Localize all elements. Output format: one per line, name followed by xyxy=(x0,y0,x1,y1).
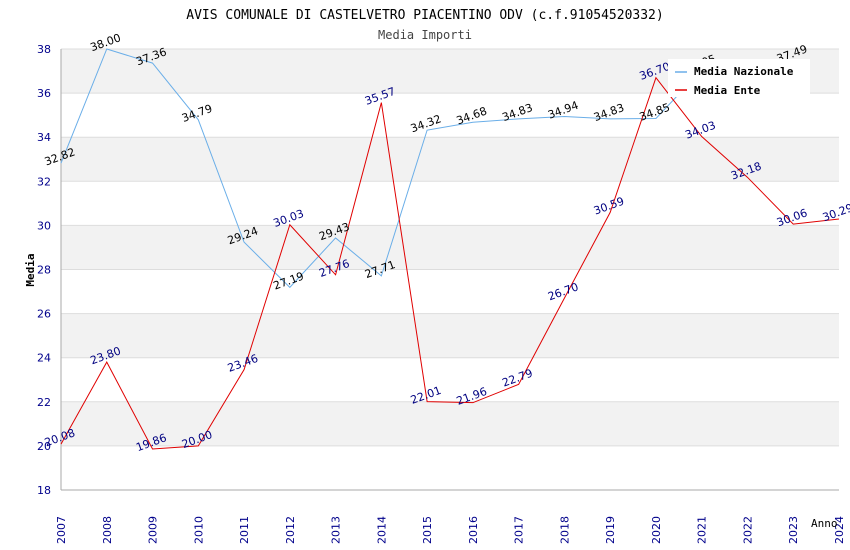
x-tick-label: 2020 xyxy=(650,516,663,544)
x-tick-label: 2018 xyxy=(558,516,571,544)
legend: Media Nazionale Media Ente xyxy=(668,59,810,97)
plot-band xyxy=(61,313,839,358)
data-label: 34.32 xyxy=(409,112,443,135)
y-tick-label: 38 xyxy=(37,43,51,56)
series-line-media-nazionale xyxy=(60,48,794,289)
y-tick-label: 20 xyxy=(37,440,51,453)
chart-subtitle: Media Importi xyxy=(378,28,472,42)
x-tick-label: 2021 xyxy=(696,516,709,544)
y-tick-labels: 18 20 22 24 26 28 30 32 34 36 38 xyxy=(37,43,51,497)
data-label: 34.79 xyxy=(180,102,214,125)
plot-band xyxy=(61,401,839,446)
y-tick-label: 24 xyxy=(37,352,51,365)
x-tick-label: 2010 xyxy=(192,516,205,544)
plot-background-bands xyxy=(61,49,839,446)
data-label: 34.83 xyxy=(500,101,534,124)
data-label: 30.29 xyxy=(821,201,850,224)
y-tick-label: 36 xyxy=(37,87,51,100)
data-label: 34.68 xyxy=(455,104,489,127)
data-label: 34.83 xyxy=(592,101,626,124)
data-label: 27.19 xyxy=(272,270,306,293)
data-label: 22.79 xyxy=(500,367,534,390)
y-tick-label: 34 xyxy=(37,131,51,144)
series-lines xyxy=(60,48,840,450)
x-tick-label: 2022 xyxy=(741,516,754,544)
x-tick-label: 2012 xyxy=(284,516,297,544)
y-tick-label: 26 xyxy=(37,308,51,321)
data-label: 34.94 xyxy=(546,99,580,122)
legend-box xyxy=(668,59,810,97)
x-tick-label: 2011 xyxy=(238,516,251,544)
x-tick-label: 2015 xyxy=(421,516,434,544)
y-tick-label: 32 xyxy=(37,175,51,188)
plot-band xyxy=(61,137,839,182)
x-tick-label: 2024 xyxy=(833,516,846,544)
axes xyxy=(60,49,839,491)
y-axis-label: Media xyxy=(24,253,37,286)
plot-band xyxy=(61,225,839,270)
data-label: 34.85 xyxy=(638,101,672,124)
legend-label-nazionale: Media Nazionale xyxy=(694,65,794,78)
legend-label-ente: Media Ente xyxy=(694,84,761,97)
x-tick-label: 2019 xyxy=(604,516,617,544)
x-tick-label: 2016 xyxy=(467,516,480,544)
y-tick-label: 22 xyxy=(37,396,51,409)
x-tick-label: 2023 xyxy=(787,516,800,544)
y-tick-label: 28 xyxy=(37,264,51,277)
y-tick-label: 18 xyxy=(37,484,51,497)
x-tick-labels: 2007 2008 2009 2010 2011 2012 2013 2014 2015 2016… xyxy=(55,516,846,544)
x-tick-label: 2009 xyxy=(147,516,160,544)
series-line-media-ente xyxy=(60,76,840,450)
y-tick-label: 30 xyxy=(37,219,51,232)
x-tick-label: 2013 xyxy=(330,516,343,544)
x-axis-label: Anno xyxy=(811,517,838,530)
x-tick-label: 2008 xyxy=(101,516,114,544)
chart-title: AVIS COMUNALE DI CASTELVETRO PIACENTINO … xyxy=(186,8,663,23)
x-tick-label: 2017 xyxy=(513,516,526,544)
x-tick-label: 2014 xyxy=(375,516,388,544)
x-tick-label: 2007 xyxy=(55,516,68,544)
